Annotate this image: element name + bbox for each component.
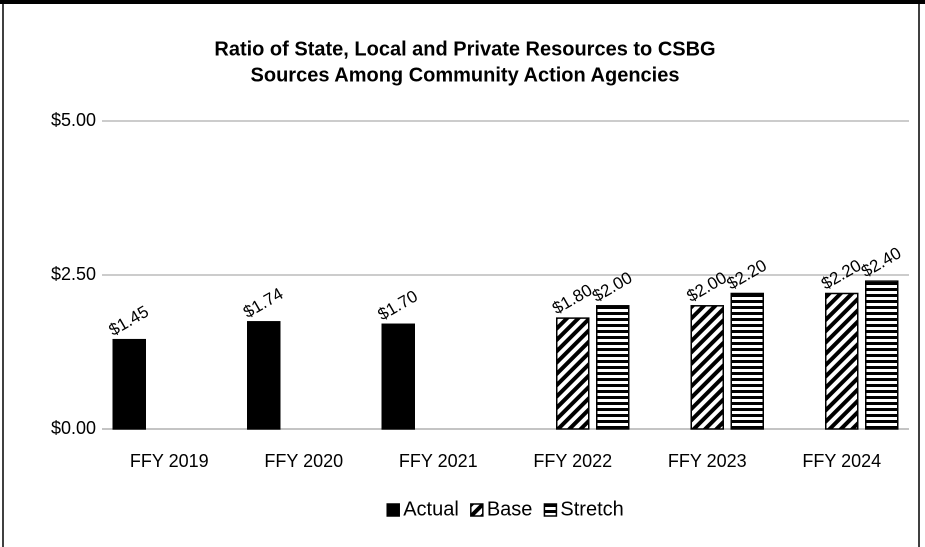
bar [556, 317, 590, 430]
y-tick-label: $2.50 [51, 264, 96, 284]
x-tick-label: FFY 2020 [264, 451, 343, 471]
x-tick-label: FFY 2023 [668, 451, 747, 471]
bar [690, 305, 724, 430]
bar [381, 323, 415, 430]
legend-swatch [470, 503, 484, 517]
bar [730, 292, 764, 430]
y-tick-label: $5.00 [51, 110, 96, 130]
x-tick-label: FFY 2024 [802, 451, 881, 471]
x-tick-label: FFY 2019 [130, 451, 209, 471]
legend-swatch [543, 503, 558, 517]
legend-swatch [386, 503, 400, 517]
bar [596, 305, 630, 430]
y-tick-label: $0.00 [51, 418, 96, 438]
chart-title: Ratio of State, Local and Private Resour… [214, 38, 715, 60]
legend-label: Actual [403, 498, 459, 520]
legend-label: Base [487, 498, 533, 520]
bar [247, 321, 281, 430]
bar [112, 338, 146, 430]
bar [825, 292, 859, 430]
chart-title: Sources Among Community Action Agencies [251, 64, 680, 86]
x-tick-label: FFY 2022 [533, 451, 612, 471]
x-tick-label: FFY 2021 [399, 451, 478, 471]
bar [865, 280, 899, 430]
legend-label: Stretch [560, 498, 623, 520]
